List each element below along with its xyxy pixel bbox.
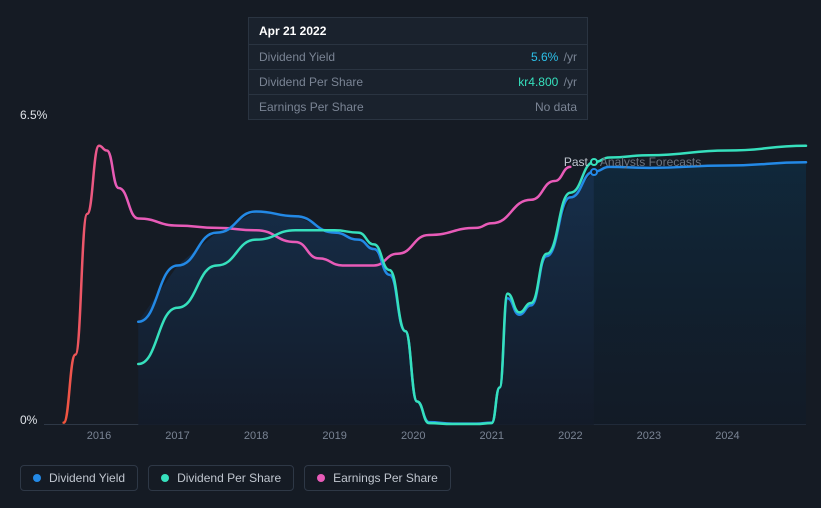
x-axis-ticks: 2016 2017 2018 2019 2020 2021 2022 2023 2024 <box>44 430 806 450</box>
x-axis-label: 2018 <box>244 430 268 442</box>
legend-dot-icon <box>161 474 169 482</box>
legend-item-yield[interactable]: Dividend Yield <box>20 465 138 491</box>
legend: Dividend Yield Dividend Per Share Earnings… <box>20 465 451 491</box>
tooltip-row: Dividend Yield 5.6% /yr <box>249 45 587 70</box>
series-marker-dps <box>590 158 598 166</box>
tooltip-row-label: Dividend Per Share <box>259 75 363 89</box>
series-line-dps <box>138 146 806 424</box>
legend-label: Dividend Per Share <box>177 471 281 485</box>
x-axis-label: 2017 <box>165 430 189 442</box>
tooltip-row: Dividend Per Share kr4.800 /yr <box>249 70 587 95</box>
x-axis-label: 2020 <box>401 430 425 442</box>
y-axis-label: 0% <box>20 413 37 427</box>
series-marker-yield <box>590 168 598 176</box>
x-axis-label: 2021 <box>480 430 504 442</box>
plot-area: PastAnalysts Forecasts <box>44 120 806 425</box>
tooltip-date: Apr 21 2022 <box>249 18 587 45</box>
legend-label: Dividend Yield <box>49 471 125 485</box>
tooltip-row-value: kr4.800 /yr <box>518 75 577 89</box>
tooltip-row-label: Dividend Yield <box>259 50 335 64</box>
series-line-eps <box>64 146 571 423</box>
x-axis-label: 2024 <box>715 430 739 442</box>
legend-item-eps[interactable]: Earnings Per Share <box>304 465 451 491</box>
forecast-label: Analysts Forecasts <box>594 155 701 169</box>
legend-item-dps[interactable]: Dividend Per Share <box>148 465 294 491</box>
x-axis-label: 2016 <box>87 430 111 442</box>
tooltip-row-value: No data <box>535 100 577 114</box>
x-axis-label: 2023 <box>637 430 661 442</box>
tooltip-row-value: 5.6% /yr <box>531 50 577 64</box>
hover-tooltip: Apr 21 2022 Dividend Yield5.6% /yrDivide… <box>248 17 588 120</box>
legend-label: Earnings Per Share <box>333 471 438 485</box>
dividend-chart: 0%6.5% PastAnalysts Forecasts 2016201720… <box>20 105 806 445</box>
tooltip-row-label: Earnings Per Share <box>259 100 364 114</box>
tooltip-row: Earnings Per Share No data <box>249 95 587 119</box>
x-axis-label: 2022 <box>558 430 582 442</box>
legend-dot-icon <box>317 474 325 482</box>
series-line-yield <box>138 162 806 423</box>
legend-dot-icon <box>33 474 41 482</box>
x-axis-label: 2019 <box>322 430 346 442</box>
